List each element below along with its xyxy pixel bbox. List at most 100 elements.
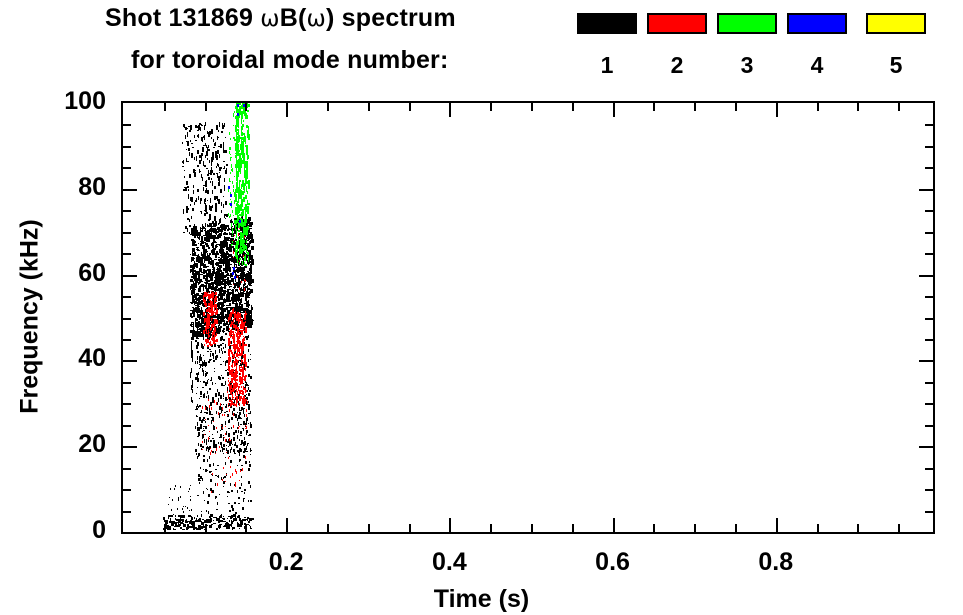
- spectrogram-mark-n1: [222, 321, 224, 323]
- spectrogram-mark-n1: [219, 527, 221, 529]
- spectrogram-mark-n2: [235, 354, 238, 357]
- spectrogram-mark-n1: [208, 435, 210, 437]
- spectrogram-mark-n1: [231, 313, 235, 318]
- spectrogram-mark-n1: [192, 313, 195, 317]
- spectrogram-mark-n3: [247, 134, 250, 141]
- spectrogram-mark-n3: [240, 245, 242, 250]
- spectrogram-mark-n1: [221, 447, 223, 449]
- spectrogram-mark-n1: [237, 361, 240, 364]
- spectrogram-mark-n1: [165, 519, 169, 521]
- spectrogram-mark-n1: [231, 504, 234, 508]
- spectrogram-mark-n1: [222, 397, 224, 399]
- spectrogram-mark-n3: [243, 146, 245, 152]
- spectrogram-mark-n1: [174, 525, 178, 527]
- spectrogram-mark-n1: [191, 239, 194, 241]
- spectrogram-mark-n1: [217, 129, 219, 132]
- spectrogram-mark-n2: [231, 383, 232, 389]
- y-tick-35: [123, 381, 131, 384]
- spectrogram-mark-n3: [244, 138, 246, 144]
- spectrogram-mark-n1: [244, 253, 246, 255]
- spectrogram-mark-n1: [195, 279, 197, 284]
- spectrogram-mark-n2: [211, 406, 213, 410]
- spectrogram-mark-n1: [191, 258, 195, 261]
- spectrogram-mark-n1: [248, 467, 251, 471]
- spectrogram-mark-n1: [236, 285, 240, 287]
- spectrogram-mark-n1: [220, 319, 223, 324]
- spectrogram-mark-n1: [201, 330, 204, 335]
- spectrogram-mark-n3: [235, 152, 237, 154]
- spectrogram-mark-n1: [197, 524, 201, 527]
- spectrogram-mark-n1: [221, 477, 223, 480]
- spectrogram-mark-n1: [222, 403, 224, 405]
- spectrogram-mark-n1: [206, 333, 208, 336]
- spectrogram-mark-n1: [210, 518, 212, 522]
- spectrogram-mark-n1: [198, 434, 200, 436]
- spectrogram-mark-n1: [202, 393, 205, 398]
- spectrogram-mark-n2: [230, 398, 232, 403]
- spectrogram-mark-n1: [195, 527, 198, 530]
- spectrogram-mark-n1: [225, 462, 227, 466]
- spectrogram-mark-n2: [205, 330, 207, 334]
- spectrogram-mark-n2: [229, 396, 231, 398]
- spectrogram-mark-n1: [198, 478, 201, 482]
- spectrogram-mark-n1: [227, 369, 229, 372]
- spectrogram-mark-n1: [212, 282, 214, 287]
- spectrogram-mark-n2: [239, 312, 242, 317]
- spectrogram-mark-n2: [228, 356, 231, 362]
- spectrogram-mark-n1: [223, 243, 226, 248]
- spectrogram-mark-n1: [202, 523, 204, 525]
- spectrogram-mark-n1: [214, 482, 216, 486]
- spectrogram-mark-n1: [167, 525, 169, 529]
- spectrogram-mark-n3: [238, 186, 241, 193]
- spectrogram-mark-n2: [209, 430, 211, 432]
- spectrogram-mark-n3: [247, 185, 250, 190]
- spectrogram-mark-n1: [224, 166, 226, 169]
- spectrogram-mark-n1: [212, 146, 215, 148]
- spectrogram-mark-n3: [242, 107, 244, 112]
- spectrogram-mark-n1: [205, 222, 207, 227]
- x-tick-top-0.25: [326, 103, 329, 111]
- spectrogram-mark-n1: [196, 345, 199, 350]
- spectrogram-mark-n1: [190, 291, 192, 295]
- spectrogram-mark-n2: [233, 324, 235, 329]
- spectrogram-mark-n2: [235, 365, 237, 370]
- spectrogram-mark-n1: [192, 282, 196, 286]
- spectrogram-mark-n1: [192, 208, 195, 212]
- spectrogram-mark-n1: [210, 217, 212, 221]
- spectrogram-mark-n1: [210, 413, 213, 415]
- spectrogram-mark-n2: [229, 389, 231, 393]
- spectrogram-mark-n1: [217, 294, 219, 299]
- spectrogram-mark-n1: [250, 424, 253, 426]
- spectrogram-mark-n3: [239, 167, 241, 174]
- spectrogram-mark-n1: [250, 235, 253, 240]
- spectrogram-mark-n1: [210, 333, 212, 336]
- spectrogram-mark-n1: [210, 237, 214, 240]
- spectrogram-mark-n1: [187, 132, 189, 138]
- x-tick-0.15: [245, 524, 248, 532]
- spectrogram-mark-n1: [239, 276, 243, 279]
- spectrogram-mark-n1: [248, 300, 250, 304]
- spectrogram-mark-n1: [239, 409, 242, 411]
- spectrogram-mark-n1: [247, 407, 250, 410]
- spectrogram-mark-n3: [246, 199, 248, 205]
- spectrogram-mark-n1: [238, 301, 241, 305]
- spectrogram-mark-n3: [237, 200, 239, 204]
- spectrogram-mark-n2: [241, 366, 243, 369]
- spectrogram-mark-n1: [225, 213, 228, 217]
- spectrogram-mark-n1: [231, 391, 233, 394]
- spectrogram-mark-n2: [227, 380, 229, 383]
- spectrogram-mark-n1: [243, 413, 245, 417]
- spectrogram-mark-n2: [206, 329, 208, 332]
- spectrogram-mark-n1: [168, 525, 171, 529]
- y-tick-5: [123, 510, 131, 513]
- spectrogram-mark-n1: [229, 460, 232, 464]
- spectrogram-mark-n1: [249, 233, 253, 236]
- spectrogram-mark-n2: [234, 483, 236, 487]
- spectrogram-mark-n1: [206, 299, 210, 302]
- spectrogram-mark-n1: [220, 225, 224, 229]
- spectrogram-mark-n1: [194, 271, 196, 276]
- spectrogram-mark-n3: [231, 156, 233, 158]
- spectrogram-mark-n1: [219, 520, 223, 523]
- spectrogram-mark-n1: [206, 252, 208, 256]
- spectrogram-mark-n1: [195, 449, 198, 453]
